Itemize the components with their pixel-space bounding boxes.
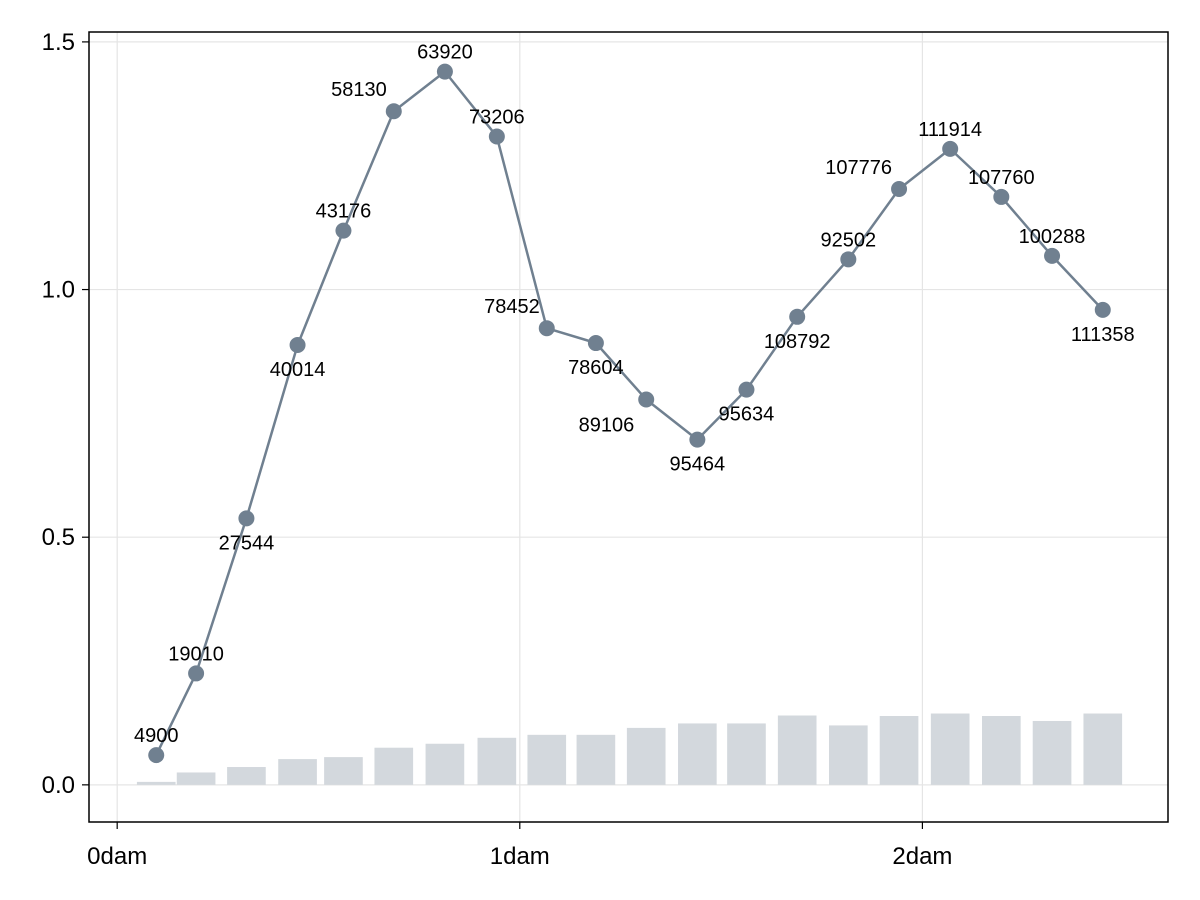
bar [981, 716, 1021, 785]
data-label: 19010 [168, 643, 224, 665]
data-label: 4900 [134, 725, 179, 747]
point-labels: 4900 19010 27544 40014 43176 58130 63920 73206 7… [134, 42, 1135, 748]
data-point [942, 140, 959, 157]
data-point [738, 381, 755, 398]
bar [1032, 720, 1072, 785]
data-label: 108792 [764, 331, 831, 353]
data-point [238, 510, 255, 527]
data-point [436, 63, 453, 80]
bar [324, 757, 363, 785]
data-point [148, 747, 165, 764]
x-tick-label: 1dam [490, 843, 550, 870]
data-label: 100288 [1019, 226, 1086, 248]
data-label: 63920 [417, 42, 473, 64]
bar [777, 715, 817, 785]
x-tick-label: 0dam [87, 843, 147, 870]
data-point [538, 320, 555, 337]
line-points [148, 63, 1111, 764]
data-point [993, 188, 1010, 205]
data-point [789, 308, 806, 325]
bar [879, 716, 919, 785]
data-point [587, 335, 604, 352]
plot-frame [88, 31, 1169, 823]
bar [136, 781, 176, 785]
bar [227, 767, 266, 785]
bar-series [136, 713, 1123, 785]
data-label: 43176 [316, 201, 372, 223]
bar [829, 725, 868, 785]
data-point [488, 128, 505, 145]
data-label: 95464 [670, 454, 726, 476]
axes: 0dam 1dam 2dam 0.0 0.5 1.0 1.5 [42, 29, 953, 870]
data-point [638, 391, 655, 408]
data-label: 111914 [918, 119, 982, 141]
bar [1083, 713, 1123, 785]
bar [425, 743, 465, 785]
bar [176, 772, 216, 785]
data-label: 107760 [968, 167, 1035, 189]
y-tick-label: 1.5 [42, 29, 75, 56]
bar [727, 723, 766, 785]
data-point [188, 665, 205, 682]
y-tick-label: 1.0 [42, 277, 75, 304]
data-label: 95634 [719, 404, 775, 426]
line-series [155, 70, 1104, 756]
data-point [840, 251, 857, 268]
data-point [385, 103, 402, 120]
data-point [1094, 301, 1111, 318]
data-point [891, 181, 908, 198]
data-label: 107776 [825, 157, 892, 179]
y-tick-label: 0.5 [42, 524, 75, 551]
data-label: 27544 [219, 532, 275, 554]
x-tick-label: 2dam [892, 843, 952, 870]
data-label: 78604 [568, 357, 624, 379]
grid-lines [89, 32, 1168, 822]
bar [527, 734, 567, 785]
bar [477, 737, 517, 785]
bar [278, 759, 317, 785]
data-point [289, 337, 306, 354]
data-point [335, 222, 352, 239]
bar [374, 747, 414, 785]
data-label: 58130 [331, 79, 387, 101]
y-tick-label: 0.0 [42, 772, 75, 799]
bar [930, 713, 970, 785]
data-label: 111358 [1071, 324, 1135, 346]
data-label: 92502 [821, 229, 877, 251]
bar [626, 727, 666, 785]
data-point [1044, 247, 1061, 264]
data-label: 78452 [484, 296, 540, 318]
bar [576, 734, 616, 785]
data-label: 89106 [579, 415, 635, 437]
data-point [689, 431, 706, 448]
series-line [155, 70, 1104, 756]
data-label: 73206 [469, 107, 525, 129]
data-label: 40014 [270, 359, 326, 381]
bar [678, 723, 717, 785]
